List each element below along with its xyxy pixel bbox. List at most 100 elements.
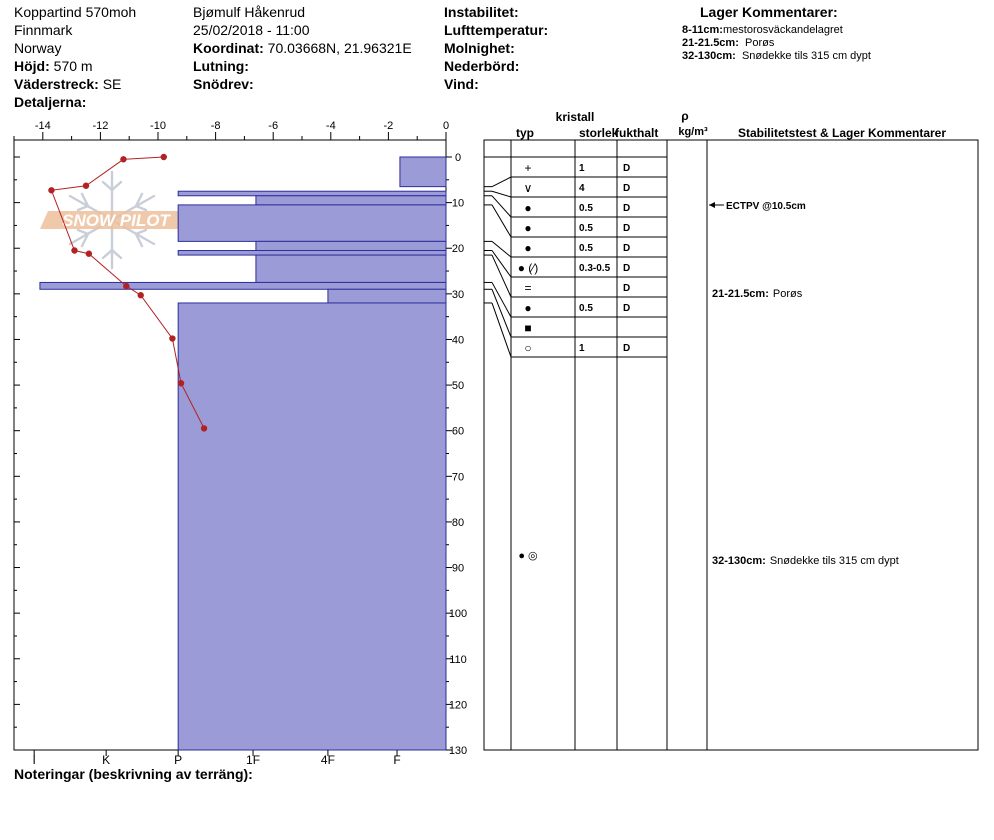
airtemp-row: Lufttemperatur: bbox=[444, 21, 548, 39]
depth-tick-label: 70 bbox=[452, 471, 464, 483]
temp-tick-label: -12 bbox=[92, 120, 108, 132]
coordinate-row: Koordinat: 70.03668N, 21.96321E bbox=[193, 39, 412, 57]
temp-tick-label: -8 bbox=[211, 120, 221, 132]
airtemp-label: Lufttemperatur: bbox=[444, 22, 549, 38]
cloud-label: Molnighet: bbox=[444, 40, 515, 56]
hardness-tick-label: I bbox=[32, 753, 35, 767]
coordinate-label: Koordinat: bbox=[193, 40, 264, 56]
hardness-layer bbox=[39, 281, 447, 290]
layer-moisture: D bbox=[623, 283, 630, 294]
temp-point bbox=[200, 425, 208, 432]
temp-point bbox=[120, 156, 127, 163]
hardness-tick-label: K bbox=[102, 753, 110, 767]
observation-info: Bjømulf Håkenrud 25/02/2018 - 11:00 Koor… bbox=[193, 3, 412, 93]
layer-comment-1-text: mestorosväckandelagret bbox=[722, 24, 843, 36]
layer-size: 0.3-0.5 bbox=[579, 263, 611, 274]
layer-moisture: D bbox=[623, 203, 630, 214]
aspect-label: Väderstreck: bbox=[14, 76, 99, 92]
observation-datetime: 25/02/2018 - 11:00 bbox=[193, 22, 310, 38]
hardness-layer bbox=[399, 156, 447, 188]
layer-size: 0.5 bbox=[579, 223, 593, 234]
precip-label: Nederbörd: bbox=[444, 58, 520, 74]
header-rho: ρ bbox=[681, 109, 688, 123]
wind-row: Vind: bbox=[444, 75, 548, 93]
drift-row: Snödrev: bbox=[193, 75, 412, 93]
layer-connector bbox=[491, 190, 512, 198]
layer-size: 0.5 bbox=[579, 243, 593, 254]
layer-comment-2-range: 21-21.5cm: bbox=[682, 37, 739, 49]
temperature-axis: -14 -12 -10 -8 -6 -4 -2 0 bbox=[13, 120, 449, 141]
layer-moisture: D bbox=[623, 303, 630, 314]
temp-point bbox=[160, 153, 167, 161]
region-name: Finnmark bbox=[14, 22, 73, 38]
layer-typ: ● bbox=[524, 301, 531, 315]
layer-table-frame bbox=[483, 139, 979, 751]
layer-connector bbox=[491, 250, 512, 278]
hardness-tick-label: F bbox=[393, 753, 400, 767]
hardness-layer bbox=[255, 195, 447, 206]
elevation-label: Höjd: bbox=[14, 58, 50, 74]
layer-connector bbox=[491, 289, 512, 338]
hardness-tick-label: 4F bbox=[321, 753, 335, 767]
instability-label: Instabilitet: bbox=[444, 4, 519, 20]
layer-rows: +1 D ∨ 4 D ● 0.5 D ● 0.5 D ● 0.5 D ● (⁄) 0.3-0.5 D = D ● 0.5… bbox=[484, 156, 667, 358]
hardness-layer bbox=[177, 190, 447, 197]
hardness-layer bbox=[177, 204, 447, 242]
layer-typ: ○ bbox=[524, 341, 531, 355]
temp-tick-label: -10 bbox=[150, 120, 166, 132]
temp-point bbox=[123, 282, 130, 290]
layer-moisture: D bbox=[623, 263, 630, 274]
layer-size: 4 bbox=[579, 183, 585, 194]
hardness-tick-label: 1F bbox=[246, 753, 260, 767]
wind-label: Vind: bbox=[444, 76, 479, 92]
depth-tick-label: 100 bbox=[449, 608, 467, 620]
temp-point bbox=[177, 380, 185, 387]
depth-tick-label: 40 bbox=[452, 334, 464, 346]
details-label: Detaljerna: bbox=[14, 94, 87, 110]
layer-typ: ● bbox=[524, 221, 531, 235]
layer-comment-1: 8-11cm:mestorosväckandelagret bbox=[682, 24, 843, 37]
hardness-layer bbox=[177, 302, 447, 751]
depth-tick-label: 110 bbox=[449, 654, 467, 666]
layer-typ: ● bbox=[524, 241, 531, 255]
depth-tick-label: 130 bbox=[449, 745, 467, 757]
layer-comment-2-text: Porøs bbox=[745, 37, 775, 49]
terrain-notes-label: Noteringar (beskrivning av terräng): bbox=[14, 766, 253, 782]
layer-comment-3-text: Snødekke tils 315 cm dypt bbox=[741, 50, 871, 62]
elevation-value: 570 m bbox=[53, 58, 93, 74]
layer-moisture: D bbox=[623, 343, 630, 354]
depth-tick-label: 20 bbox=[452, 243, 464, 255]
header-fukthalt: fukthalt bbox=[615, 126, 658, 140]
header-stability: Stabilitetstest & Lager Kommentarer bbox=[738, 126, 946, 140]
layer-comment-2: 21-21.5cm: Porøs bbox=[682, 37, 774, 50]
drift-label: Snödrev: bbox=[193, 76, 254, 92]
temp-point bbox=[137, 292, 144, 299]
temp-point bbox=[48, 187, 55, 194]
layer-typ: ∨ bbox=[524, 181, 533, 195]
weather-info: Instabilitet: Lufttemperatur: Molnighet:… bbox=[444, 3, 548, 93]
layer-size: 1 bbox=[579, 163, 585, 174]
hardness-axis: I K P 1F 4F F bbox=[32, 750, 401, 767]
layer-comment-3: 32-130cm: Snødekke tils 315 cm dypt bbox=[682, 50, 871, 63]
cloud-row: Molnighet: bbox=[444, 39, 548, 57]
temp-point bbox=[71, 247, 78, 254]
layer-moisture: D bbox=[623, 243, 630, 254]
temp-point bbox=[169, 335, 176, 342]
observer-name: Bjømulf Håkenrud bbox=[193, 4, 306, 20]
stability-note-porous: 21-21.5cm: Porøs bbox=[712, 288, 803, 300]
layer-moisture: D bbox=[623, 223, 630, 234]
hardness-tick-label: P bbox=[174, 753, 182, 767]
header-kristall: kristall bbox=[556, 110, 595, 124]
slope-row: Lutning: bbox=[193, 57, 412, 75]
layer-connector bbox=[491, 176, 512, 188]
temp-point bbox=[82, 182, 90, 189]
header-storlek: storlek bbox=[579, 126, 619, 140]
temp-tick-label: -14 bbox=[35, 120, 51, 132]
temp-tick-label: -6 bbox=[268, 120, 278, 132]
instability-row: Instabilitet: bbox=[444, 3, 548, 21]
aspect-value: SE bbox=[102, 76, 122, 92]
depth-tick-label: 10 bbox=[452, 198, 464, 210]
hardness-layer bbox=[177, 250, 447, 256]
details-row: Detaljerna: bbox=[14, 93, 136, 111]
